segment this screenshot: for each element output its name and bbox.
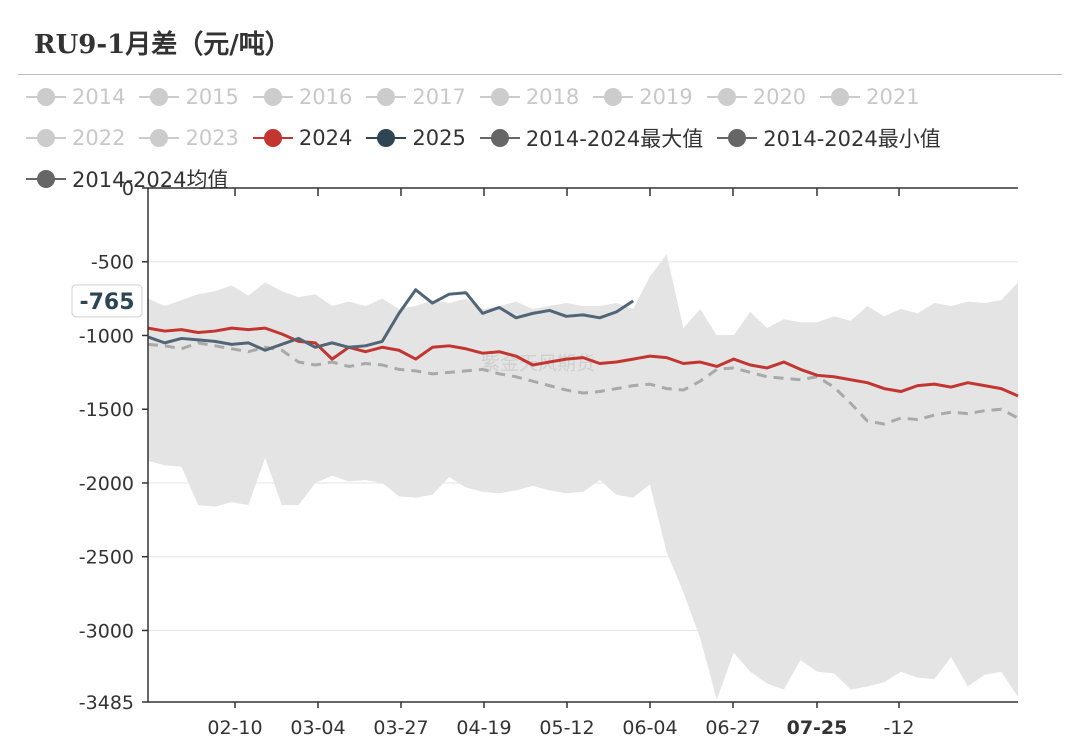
chart-title: RU9-1月差（元/吨） [34,30,291,60]
legend-marker-icon [706,87,747,107]
legend-marker-icon [252,128,293,148]
y-tick-label: -2500 [79,547,134,569]
legend-item-2017[interactable]: 2017 [366,85,466,109]
legend-marker-icon [593,87,634,107]
y-tick-label: -500 [91,252,134,274]
legend-label: 2016 [298,85,353,109]
legend-marker-icon [366,128,407,148]
legend-label: 2021 [866,85,920,109]
legend-item-2015[interactable]: 2015 [139,85,239,109]
legend-item-2023[interactable]: 2023 [139,126,239,150]
y-tick-label: -1500 [79,399,134,421]
legend-marker-icon [139,128,180,148]
legend-item-2014-2024最大值[interactable]: 2014-2024最大值 [479,123,704,153]
legend-item-2024[interactable]: 2024 [252,126,353,150]
x-tick-label: 04-19 [456,717,511,739]
legend-label: 2014-2024最小值 [763,127,941,151]
legend-item-2020[interactable]: 2020 [706,85,807,109]
legend-marker-icon [366,87,407,107]
y-tick-label: -3000 [79,620,134,642]
x-tick-label: 05-12 [539,717,594,739]
y-tick-label: 0 [122,178,134,200]
legend-marker-icon [479,87,520,107]
range-band [148,254,1018,700]
legend-item-2018[interactable]: 2018 [479,85,580,109]
legend-item-2014-2024最小值[interactable]: 2014-2024最小值 [717,123,941,153]
legend-item-2019[interactable]: 2019 [593,85,693,109]
series-line-2014-2024均值 [147,341,1019,426]
value-pointer-label: -765 [79,290,134,315]
legend-label: 2022 [72,126,126,150]
legend-row: 2014 2015 2016 2017 2018 2019 2020 2021 [26,80,934,114]
y-tick-label: -2000 [79,473,134,495]
legend-label: 2014-2024最大值 [525,127,704,151]
legend-marker-icon [717,128,758,148]
legend-label: 2020 [752,85,807,109]
x-tick-label: 03-04 [290,717,345,739]
legend-label: 2015 [185,85,239,109]
legend-marker-icon [139,87,180,107]
legend-marker-icon [26,169,66,189]
legend-marker-icon [820,87,861,107]
legend-marker-icon [479,128,520,148]
legend-label: 2019 [639,85,693,109]
legend-marker-icon [26,128,66,148]
legend-row: 2022 2023 2024 2025 2014-2024最大值 2014-2024最小值 [26,121,955,155]
legend-item-2021[interactable]: 2021 [820,85,920,109]
legend-item-2025[interactable]: 2025 [366,126,466,150]
x-tick-label: 07-25 [787,717,848,739]
legend-marker-icon [252,87,293,107]
x-tick-label: 06-27 [705,717,760,739]
title-divider [18,74,1062,75]
x-tick-label: 06-04 [622,717,677,739]
legend-label: 2017 [412,85,466,109]
legend-label: 2025 [412,126,466,150]
legend-item-2016[interactable]: 2016 [252,85,353,109]
legend-label: 2018 [525,85,580,109]
legend-item-2022[interactable]: 2022 [26,126,125,150]
x-tick-label: 03-27 [373,717,428,739]
legend-marker-icon [26,87,66,107]
legend-label: 2014 [72,85,126,109]
legend-item-2014[interactable]: 2014 [26,85,125,109]
value-pointer-box [71,284,143,318]
series-line-2025 [147,288,635,352]
y-tick-label: -1000 [79,325,134,347]
x-tick-label: 02-10 [207,717,262,739]
legend-label: 2024 [298,126,353,150]
x-tick-label: -12 [883,717,914,739]
legend-label: 2023 [185,126,239,150]
y-tick-label: -3485 [79,692,134,714]
